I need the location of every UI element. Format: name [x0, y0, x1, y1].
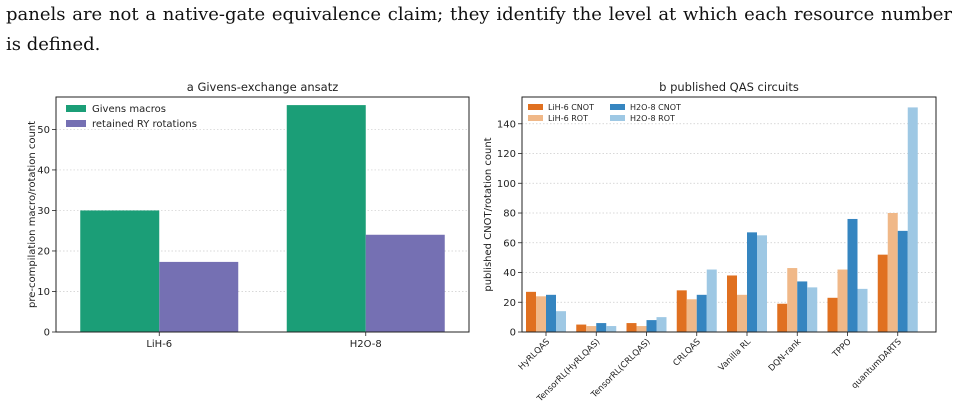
bar — [586, 326, 597, 332]
panel-b-qas-chart: 0 20 40 60 80 100 120 140 b published QAS circui… — [483, 80, 937, 404]
legend-swatch — [66, 120, 86, 127]
y-tick-label: 50 — [37, 125, 50, 136]
bar — [646, 320, 657, 332]
legend-label: retained RY rotations — [92, 119, 197, 130]
bar — [526, 291, 536, 332]
x-tick-label: TPPO — [830, 337, 854, 361]
bar — [787, 268, 798, 332]
y-tick-label: 60 — [503, 238, 516, 249]
bar — [737, 294, 747, 332]
x-tick-label: DQN-rank — [767, 337, 804, 374]
bar — [847, 218, 858, 332]
y-tick-label: 20 — [37, 246, 50, 257]
bar — [877, 254, 888, 332]
legend-label: Givens macros — [92, 104, 166, 115]
y-tick-label: 0 — [510, 328, 516, 339]
panel-a-givens-chart: 0 10 20 30 40 50 a Givens-exchange ansatz pre-c… — [27, 80, 470, 350]
y-tick-label: 40 — [503, 268, 516, 279]
y-tick-label: 40 — [37, 165, 50, 176]
bar — [80, 210, 160, 332]
legend-swatch — [528, 115, 543, 121]
bar — [807, 287, 818, 332]
y-tick-label: 120 — [497, 149, 516, 160]
chart-title: a Givens-exchange ansatz — [187, 80, 339, 94]
bar — [837, 269, 848, 332]
bar — [636, 326, 647, 332]
bar — [797, 281, 808, 332]
legend-swatch — [528, 104, 543, 110]
legend-swatch — [66, 105, 86, 112]
axes-frame — [55, 96, 470, 333]
bar — [286, 105, 366, 332]
bar — [706, 269, 717, 332]
y-axis-label: published CNOT/rotation count — [483, 137, 494, 291]
bar — [907, 107, 918, 332]
y-tick-label: 0 — [44, 328, 50, 339]
bar — [626, 323, 637, 332]
bar — [897, 230, 908, 332]
y-tick-label: 10 — [37, 287, 50, 298]
bar — [596, 323, 607, 332]
legend-label: H2O-8 ROT — [630, 114, 675, 123]
legend-swatch — [610, 115, 625, 121]
y-tick-label: 140 — [497, 119, 516, 130]
bar — [857, 288, 868, 332]
bar — [606, 326, 617, 332]
chart-title: b published QAS circuits — [659, 80, 799, 94]
paragraph-line-2: is defined. — [6, 34, 101, 55]
x-tick-label: CRLQAS — [671, 337, 702, 368]
bar — [727, 275, 737, 332]
legend-label: LiH-6 CNOT — [548, 103, 594, 112]
y-tick-label: 100 — [497, 179, 516, 190]
axes-frame — [521, 96, 937, 333]
x-tick-label: quantumDARTS — [850, 337, 904, 391]
legend-label: H2O-8 CNOT — [630, 103, 681, 112]
bar — [365, 234, 445, 332]
bar — [536, 296, 546, 332]
bar — [546, 294, 556, 332]
x-tick-label: LiH-6 — [146, 339, 172, 350]
y-tick-label: 20 — [503, 298, 516, 309]
x-tick-label: Vanilla RL — [717, 337, 754, 374]
bar — [777, 303, 788, 332]
caption-paragraph: panels are not a native-gate equivalence… — [6, 0, 952, 60]
legend-swatch — [610, 104, 625, 110]
y-tick-label: 80 — [503, 209, 516, 220]
legend-label: LiH-6 ROT — [548, 114, 588, 123]
y-axis-label: pre-compilation macro/rotation count — [27, 121, 38, 308]
bar — [656, 317, 667, 332]
y-tick-label: 30 — [37, 206, 50, 217]
bar — [747, 232, 757, 332]
bar — [556, 311, 566, 332]
bar — [576, 324, 587, 332]
x-tick-label: HyRLQAS — [517, 337, 552, 372]
bar — [159, 261, 239, 332]
bar — [887, 213, 898, 332]
bar — [827, 297, 838, 332]
bar — [676, 290, 687, 332]
paragraph-line-1: panels are not a native-gate equivalence… — [6, 4, 952, 25]
bar — [757, 235, 767, 332]
bar — [696, 294, 707, 332]
x-tick-label: H2O-8 — [350, 339, 382, 350]
bar — [686, 299, 697, 332]
